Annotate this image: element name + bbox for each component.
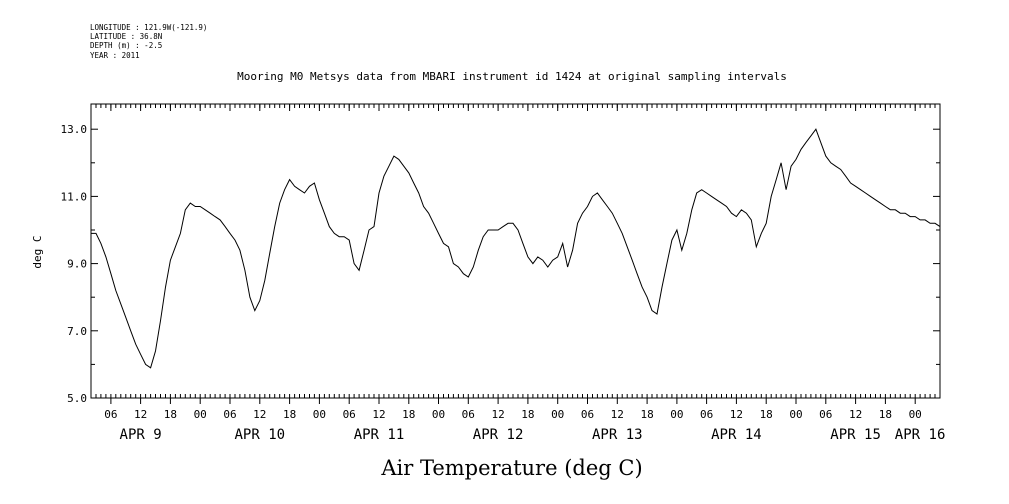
x-tick-label: 18 xyxy=(521,408,534,421)
chart-title: Mooring M0 Metsys data from MBARI instru… xyxy=(237,70,787,83)
y-axis-label: deg C xyxy=(31,235,44,268)
x-tick-label: 06 xyxy=(223,408,236,421)
x-tick-label: 12 xyxy=(253,408,266,421)
x-tick-label: 06 xyxy=(819,408,832,421)
x-tick-label: 12 xyxy=(491,408,504,421)
x-tick-label: 12 xyxy=(730,408,743,421)
x-tick-label: 18 xyxy=(760,408,773,421)
year-text: YEAR : 2011 xyxy=(90,51,140,60)
x-axis-label: Air Temperature (deg C) xyxy=(380,456,642,480)
x-tick-label: 18 xyxy=(640,408,653,421)
x-tick-label: 12 xyxy=(372,408,385,421)
x-tick-label: 12 xyxy=(849,408,862,421)
x-tick-label: 06 xyxy=(343,408,356,421)
day-label: APR 12 xyxy=(473,427,524,443)
x-tick-label: 18 xyxy=(879,408,892,421)
x-tick-label: 00 xyxy=(313,408,326,421)
x-tick-label: 00 xyxy=(194,408,207,421)
day-label: APR 9 xyxy=(120,427,162,443)
x-tick-label: 00 xyxy=(789,408,802,421)
x-tick-label: 00 xyxy=(432,408,445,421)
x-tick-label: 00 xyxy=(909,408,922,421)
day-label: APR 10 xyxy=(235,427,286,443)
x-tick-label: 06 xyxy=(581,408,594,421)
x-tick-label: 18 xyxy=(283,408,296,421)
day-label: APR 11 xyxy=(354,427,405,443)
depth-text: DEPTH (m) : -2.5 xyxy=(90,41,162,50)
x-tick-label: 12 xyxy=(611,408,624,421)
axes: 06 12 18 00 06 12 18 00 06 12 18 00 06 12 18 00 06 12 18 00… xyxy=(61,104,946,443)
day-label: APR 15 xyxy=(830,427,881,443)
series-line-0 xyxy=(91,128,941,369)
x-tick-label: 18 xyxy=(402,408,415,421)
series-layer xyxy=(91,128,941,369)
y-tick-label: 9.0 xyxy=(67,258,87,271)
x-tick-label: 06 xyxy=(462,408,475,421)
longitude-text: LONGITUDE : 121.9W(-121.9) xyxy=(90,23,207,32)
y-tick-label: 13.0 xyxy=(61,123,88,136)
y-tick-label: 7.0 xyxy=(67,325,87,338)
x-tick-label: 00 xyxy=(670,408,683,421)
day-label: APR 13 xyxy=(592,427,643,443)
x-tick-label: 06 xyxy=(700,408,713,421)
plot-frame xyxy=(90,103,941,399)
x-tick-label: 18 xyxy=(164,408,177,421)
day-label: APR 16 xyxy=(895,427,946,443)
y-tick-label: 11.0 xyxy=(61,190,88,203)
x-tick-label: 12 xyxy=(134,408,147,421)
y-tick-label: 5.0 xyxy=(67,392,87,405)
day-label: APR 14 xyxy=(711,427,762,443)
x-tick-label: 06 xyxy=(104,408,117,421)
latitude-text: LATITUDE : 36.8N xyxy=(90,32,162,41)
x-tick-label: 00 xyxy=(551,408,564,421)
